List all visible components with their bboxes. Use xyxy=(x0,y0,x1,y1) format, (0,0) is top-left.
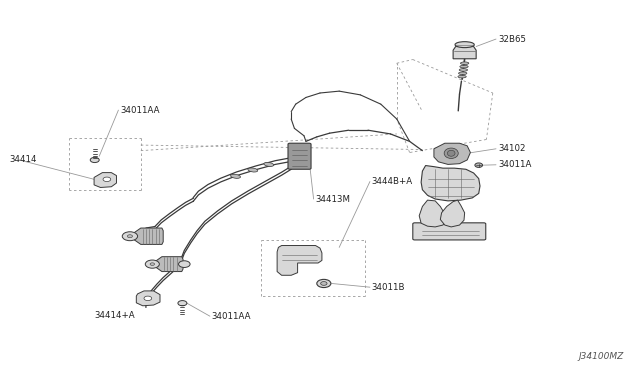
Polygon shape xyxy=(277,246,322,275)
Ellipse shape xyxy=(150,263,155,266)
Text: 34011AA: 34011AA xyxy=(120,106,160,115)
Polygon shape xyxy=(453,46,476,59)
Text: 34011B: 34011B xyxy=(372,283,405,292)
Text: 34413M: 34413M xyxy=(316,195,351,203)
Circle shape xyxy=(317,279,331,288)
Polygon shape xyxy=(419,200,447,227)
Text: J34100MZ: J34100MZ xyxy=(579,352,624,361)
Circle shape xyxy=(178,301,187,306)
Circle shape xyxy=(144,296,152,301)
Ellipse shape xyxy=(460,68,468,71)
Ellipse shape xyxy=(230,174,241,178)
Polygon shape xyxy=(440,200,465,227)
FancyBboxPatch shape xyxy=(288,143,311,169)
FancyBboxPatch shape xyxy=(413,223,486,240)
Circle shape xyxy=(90,157,99,163)
Ellipse shape xyxy=(460,65,468,68)
Text: 34011AA: 34011AA xyxy=(212,312,252,321)
Ellipse shape xyxy=(461,62,468,65)
Polygon shape xyxy=(421,166,480,201)
Text: 34011A: 34011A xyxy=(498,160,531,169)
Text: 32B65: 32B65 xyxy=(498,35,526,44)
Ellipse shape xyxy=(447,150,455,156)
Text: 34414: 34414 xyxy=(10,155,37,164)
Text: 34102: 34102 xyxy=(498,144,525,153)
Ellipse shape xyxy=(248,168,258,172)
Ellipse shape xyxy=(458,72,467,75)
Circle shape xyxy=(103,177,111,182)
Circle shape xyxy=(179,261,190,267)
Ellipse shape xyxy=(127,235,132,238)
Ellipse shape xyxy=(444,148,458,158)
Polygon shape xyxy=(94,173,116,187)
Circle shape xyxy=(145,260,159,268)
Circle shape xyxy=(475,163,483,167)
Circle shape xyxy=(321,282,327,285)
Text: 34414+A: 34414+A xyxy=(95,311,135,320)
Ellipse shape xyxy=(458,75,466,78)
Ellipse shape xyxy=(455,42,474,48)
Polygon shape xyxy=(434,143,470,164)
Polygon shape xyxy=(156,257,183,272)
Text: 3444B+A: 3444B+A xyxy=(372,177,413,186)
Ellipse shape xyxy=(264,163,274,166)
Polygon shape xyxy=(134,228,163,244)
Circle shape xyxy=(122,232,138,241)
Polygon shape xyxy=(136,291,160,306)
